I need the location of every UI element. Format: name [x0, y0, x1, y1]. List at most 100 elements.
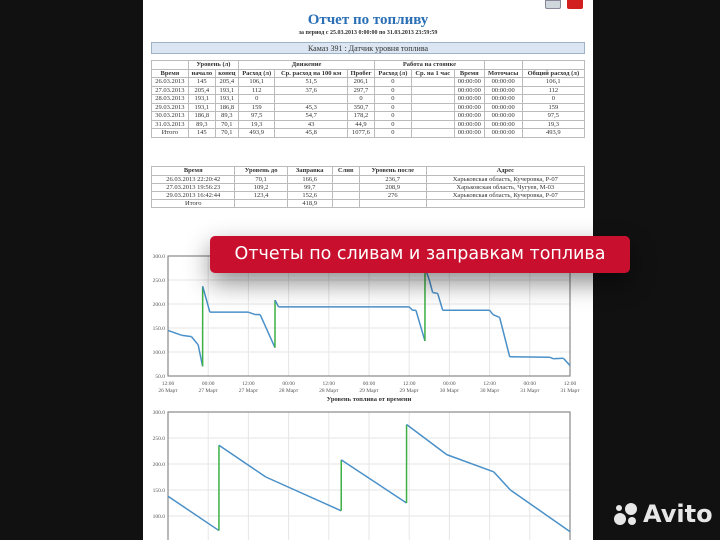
column-header: Моточасы — [483, 68, 523, 78]
y-tick-label: 100.0 — [153, 514, 166, 520]
level-segment — [265, 476, 342, 512]
table-cell — [410, 111, 455, 121]
y-tick-label: 200.0 — [153, 462, 166, 468]
level-segment — [190, 336, 199, 346]
level-segment — [408, 306, 414, 311]
level-segment — [218, 444, 267, 478]
table-cell: 159 — [521, 102, 586, 112]
daily-fuel-table: Уровень (л) Движение Работа на стоянке В… — [151, 60, 586, 138]
group-header: Движение — [237, 60, 376, 70]
level-segment — [436, 293, 444, 311]
table-row: 26.03.2013 145 205,4 106,1 51,5 206,1 0 00:00:0… — [151, 77, 586, 87]
table-cell — [410, 102, 455, 112]
y-tick-label: 100.0 — [153, 350, 166, 356]
table-row: 27.03.2013 19:56:23 109,2 99,7 208,9 Харьков… — [150, 182, 586, 192]
avito-watermark: Avito — [613, 500, 713, 528]
table-cell: 193,1 — [214, 94, 239, 104]
table-cell: 193,1 — [187, 102, 216, 112]
column-header: начало — [187, 68, 216, 78]
column-header: Расход (л) — [374, 68, 412, 78]
table-cell — [410, 85, 455, 95]
y-tick-label: 300.0 — [153, 410, 166, 416]
table-row: Итого 145 70,1 493,9 45,8 1077,6 0 00:00:00 00:0… — [151, 128, 586, 138]
table-cell: 186,8 — [187, 111, 216, 121]
pdf-icon[interactable] — [567, 0, 583, 9]
table-cell: 45,3 — [274, 102, 348, 112]
table-cell: Итого — [150, 198, 236, 208]
table-cell: 27.03.2013 — [151, 85, 189, 95]
table-cell: Харьковская область, Кучеровка, Р-07 — [425, 174, 586, 184]
table-cell: 00:00:00 — [453, 119, 485, 129]
table-cell: 0 — [346, 94, 376, 104]
table-cell: 493,9 — [521, 128, 586, 138]
table-cell: 70,1 — [214, 128, 239, 138]
table-cell: 00:00:00 — [483, 94, 523, 104]
level-segment — [406, 423, 448, 456]
table-cell: 27.03.2013 19:56:23 — [150, 182, 236, 192]
y-tick-label: 200.0 — [153, 302, 166, 308]
x-tick-date: 31 Март — [560, 388, 580, 394]
table-cell: 106,1 — [521, 77, 586, 87]
table-cell: 70,1 — [214, 119, 239, 129]
table-cell: 26.03.2013 — [151, 77, 189, 87]
table-cell: 297,7 — [346, 85, 376, 95]
table-cell: 276 — [358, 190, 427, 200]
x-tick-date: 28 Март — [319, 388, 339, 394]
table-cell: 205,4 — [187, 85, 216, 95]
x-tick-time: 00:00 — [202, 381, 215, 387]
table-cell: 0 — [374, 94, 412, 104]
column-header: Уровень до — [234, 166, 288, 176]
table-cell — [234, 198, 288, 208]
table-row: 28.03.2013 193,1 193,1 0 0 0 00:00:00 00:00:00 0 — [151, 94, 586, 104]
table-cell: 89,3 — [187, 119, 216, 129]
table-cell: 0 — [374, 77, 412, 87]
x-tick-date: 27 Март — [239, 388, 259, 394]
table-cell: 205,4 — [214, 77, 239, 87]
table-cell: 00:00:00 — [453, 94, 485, 104]
level-segment — [201, 286, 211, 313]
table-cell: 206,1 — [346, 77, 376, 87]
table-row: Итого 418,9 — [150, 198, 586, 208]
level-segment — [428, 279, 434, 293]
table-cell — [331, 190, 360, 200]
column-header: Уровень после — [358, 166, 427, 176]
y-tick-label: 150.0 — [153, 326, 166, 332]
table-cell: 0 — [374, 102, 412, 112]
x-tick-date: 31 Март — [520, 388, 540, 394]
x-tick-date: 30 Март — [480, 388, 500, 394]
print-icon[interactable] — [545, 0, 561, 9]
table-cell: 00:00:00 — [453, 102, 485, 112]
table-cell: 145 — [187, 128, 216, 138]
level-segment — [167, 329, 182, 336]
table-cell: 43 — [274, 119, 348, 129]
table-cell: 123,4 — [234, 190, 288, 200]
report-period: за период с 25.03.2013 0:00:00 по 31.03.… — [298, 30, 438, 36]
table-cell: 109,2 — [234, 182, 288, 192]
column-header: Адрес — [425, 166, 586, 176]
column-header: Пробег — [346, 68, 376, 78]
table-cell — [410, 94, 455, 104]
table-cell: 1077,6 — [346, 128, 376, 138]
table-cell — [331, 182, 360, 192]
group-header: Уровень (л) — [187, 60, 239, 70]
level-segment — [509, 489, 571, 533]
x-tick-time: 12:00 — [403, 381, 416, 387]
table-cell: 00:00:00 — [483, 77, 523, 87]
table-cell: 00:00:00 — [483, 119, 523, 129]
chart-title: Уровень топлива от времени — [327, 396, 412, 403]
column-header: Расход (л) — [237, 68, 276, 78]
table-cell: 493,9 — [237, 128, 276, 138]
x-tick-time: 12:00 — [323, 381, 336, 387]
table-cell: 186,8 — [214, 102, 239, 112]
level-segment — [340, 459, 407, 504]
table-cell: 152,6 — [286, 190, 333, 200]
level-segment — [181, 334, 192, 338]
table-row: 27.03.2013 205,4 193,1 112 37,6 297,7 0 00:00:0… — [151, 85, 586, 95]
header-cell — [521, 60, 586, 70]
table-cell: 236,7 — [358, 174, 427, 184]
table-cell: 54,7 — [274, 111, 348, 121]
column-header: Время — [150, 166, 236, 176]
table-cell: 112 — [237, 85, 276, 95]
